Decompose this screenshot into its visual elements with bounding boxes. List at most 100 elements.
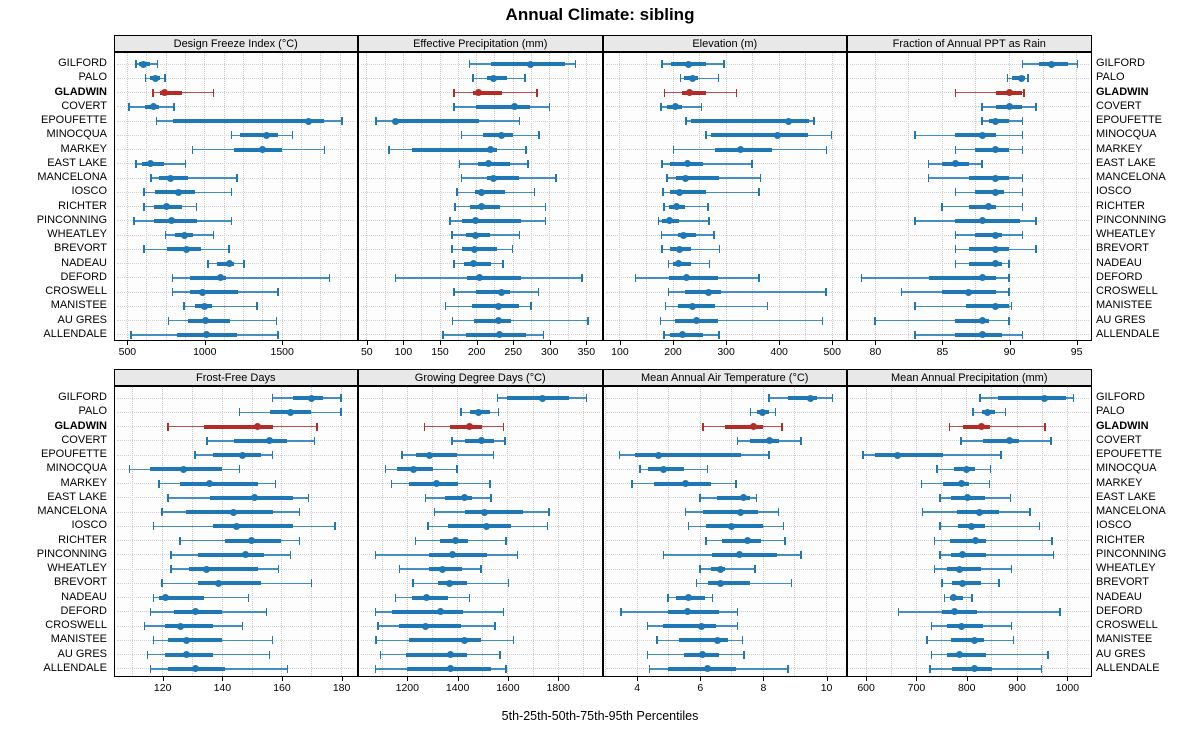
whisker-cap-low bbox=[468, 60, 471, 68]
gridline-x bbox=[221, 387, 223, 676]
x-axis-tick-label: 90 bbox=[1003, 346, 1016, 358]
whisker-cap-high bbox=[766, 302, 769, 311]
whisker-cap-high bbox=[340, 394, 342, 402]
row-guide bbox=[850, 120, 1089, 122]
x-axis-tick-label: 1400 bbox=[445, 682, 470, 694]
row-guide bbox=[605, 263, 844, 265]
gridline-x bbox=[301, 53, 303, 340]
row-guide bbox=[116, 191, 355, 193]
iqr-box bbox=[212, 524, 294, 529]
iqr-box bbox=[411, 147, 498, 152]
whisker-cap-low bbox=[144, 74, 147, 83]
x-axis-tick bbox=[916, 677, 918, 681]
iqr-box bbox=[469, 204, 501, 209]
x-axis-tick bbox=[457, 677, 459, 681]
median-dot bbox=[806, 394, 814, 402]
whisker-cap-high bbox=[544, 216, 547, 225]
iqr-box bbox=[239, 133, 278, 138]
whisker-cap-high bbox=[277, 565, 280, 574]
whisker-cap-low bbox=[939, 550, 941, 559]
whisker-cap-low bbox=[384, 465, 387, 474]
whisker-line bbox=[940, 525, 1040, 528]
whisker-line bbox=[915, 305, 1012, 308]
whisker-cap-high bbox=[228, 245, 230, 254]
median-dot bbox=[1005, 103, 1013, 111]
site-label-left-wheatley: WHEATLEY bbox=[47, 228, 107, 241]
gridline-x bbox=[890, 387, 892, 676]
iqr-box bbox=[154, 190, 195, 195]
whisker-line bbox=[661, 163, 753, 165]
x-axis-tick bbox=[204, 341, 206, 345]
gridline-x bbox=[1016, 387, 1018, 676]
iqr-box bbox=[952, 581, 981, 586]
whisker-cap-low bbox=[663, 88, 666, 97]
whisker-cap-high bbox=[717, 74, 720, 83]
whisker-cap-low bbox=[374, 607, 377, 616]
gridline-x bbox=[482, 387, 484, 676]
row-guide bbox=[361, 397, 600, 399]
median-dot bbox=[971, 537, 979, 545]
gridline-x bbox=[778, 53, 780, 340]
whisker-cap-low bbox=[191, 145, 194, 154]
median-dot bbox=[487, 146, 495, 154]
gridline-x bbox=[699, 53, 701, 340]
x-axis-tick-label: 700 bbox=[907, 682, 926, 694]
whisker-cap-high bbox=[505, 536, 507, 545]
iqr-box bbox=[153, 218, 198, 223]
median-dot bbox=[149, 103, 157, 111]
whisker-cap-high bbox=[1008, 316, 1010, 325]
whisker-cap-high bbox=[341, 117, 343, 126]
whisker-cap-low bbox=[179, 536, 181, 545]
whisker-cap-high bbox=[755, 493, 758, 502]
iqr-box bbox=[975, 190, 1004, 195]
whisker-line bbox=[668, 291, 826, 293]
iqr-box bbox=[678, 304, 715, 309]
median-dot bbox=[233, 522, 241, 530]
row-guide bbox=[116, 397, 355, 399]
iqr-box bbox=[670, 190, 707, 195]
whisker-cap-low bbox=[135, 60, 137, 68]
whisker-cap-low bbox=[939, 493, 941, 502]
median-dot bbox=[704, 665, 712, 673]
whisker-cap-high bbox=[542, 330, 545, 339]
gridline-x bbox=[262, 53, 264, 340]
median-dot bbox=[474, 89, 482, 97]
whisker-cap-low bbox=[379, 650, 382, 659]
row-guide bbox=[605, 440, 844, 442]
site-label-left-mancelona: MANCELONA bbox=[37, 505, 107, 518]
iqr-box bbox=[668, 609, 719, 614]
gridline-x bbox=[421, 53, 423, 340]
x-axis-tick-label: 100 bbox=[394, 346, 413, 358]
median-dot bbox=[992, 146, 1000, 154]
site-label-right-brevort: BREVORT bbox=[1096, 576, 1149, 589]
median-dot bbox=[182, 245, 190, 253]
iqr-box bbox=[197, 581, 261, 586]
gridline-x bbox=[567, 53, 569, 340]
median-dot bbox=[682, 274, 690, 282]
x-axis-tick bbox=[763, 677, 765, 681]
iqr-box bbox=[234, 147, 282, 152]
site-label-left-east-lake: EAST LAKE bbox=[47, 156, 107, 169]
median-dot bbox=[438, 565, 446, 573]
gridline-x bbox=[557, 387, 559, 676]
whisker-cap-high bbox=[998, 579, 1000, 588]
whisker-cap-low bbox=[656, 636, 658, 645]
whisker-cap-high bbox=[1047, 650, 1049, 659]
x-axis-tick-label: 10 bbox=[820, 682, 833, 694]
row-guide bbox=[605, 411, 844, 413]
whisker-cap-high bbox=[1076, 60, 1079, 68]
whisker-cap-high bbox=[830, 131, 833, 140]
iqr-box bbox=[160, 90, 182, 95]
median-dot bbox=[461, 494, 469, 502]
gridline-x bbox=[865, 387, 867, 676]
iqr-box bbox=[676, 176, 720, 181]
median-dot bbox=[992, 174, 1000, 182]
whisker-cap-low bbox=[424, 493, 427, 502]
median-dot bbox=[743, 537, 751, 545]
whisker-cap-low bbox=[449, 216, 451, 225]
x-axis-tick-label: 180 bbox=[332, 682, 351, 694]
iqr-box bbox=[943, 481, 969, 486]
iqr-box bbox=[955, 318, 989, 323]
whisker-cap-high bbox=[1008, 259, 1010, 268]
